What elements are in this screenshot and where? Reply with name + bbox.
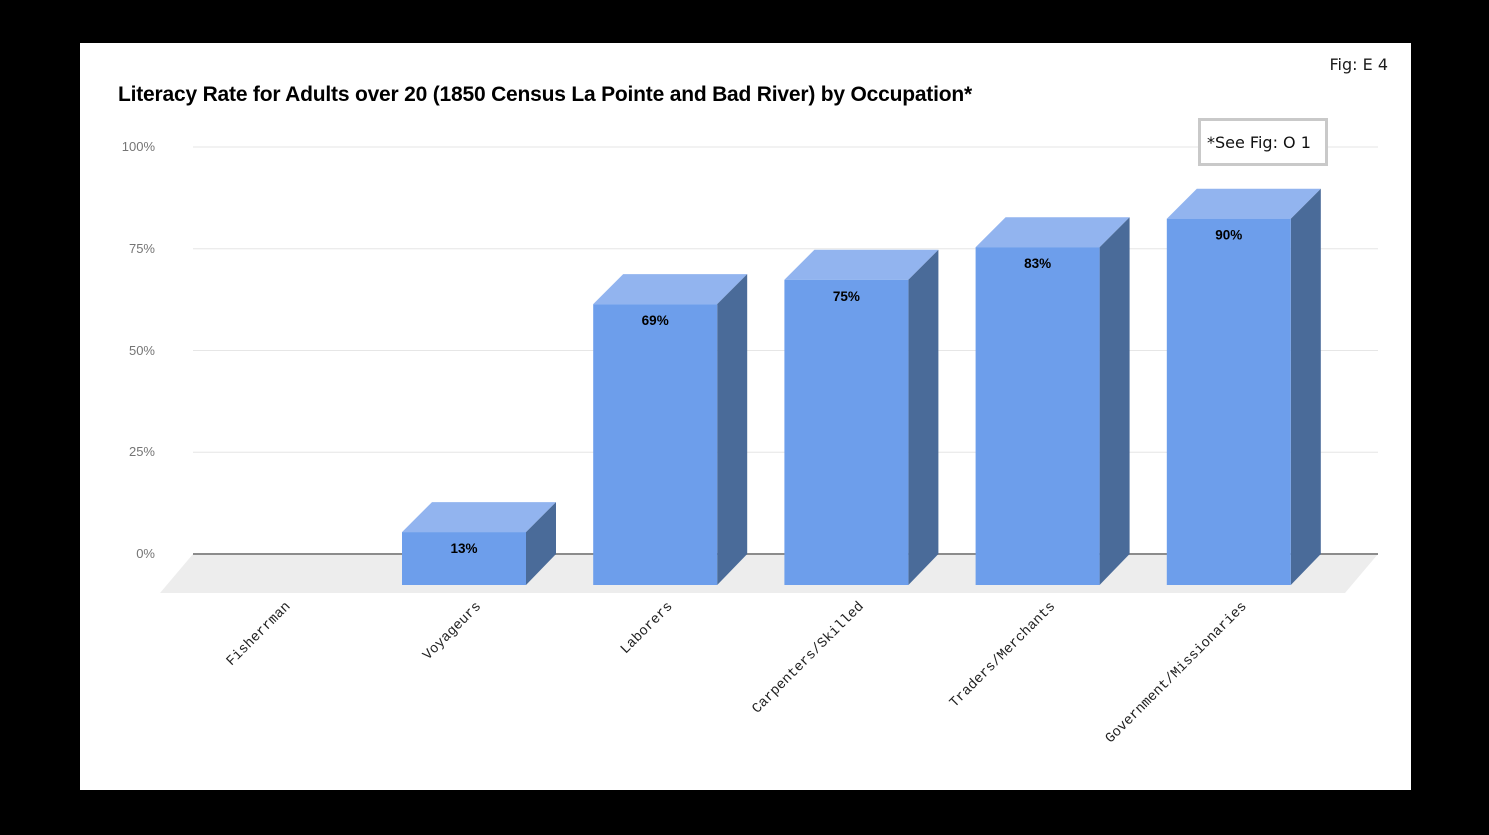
bar-value-label: 69% [642, 313, 669, 328]
bar-front-face [593, 304, 718, 585]
y-axis-tick-label: 100% [121, 139, 155, 154]
annotation-box: *See Fig: O 1 [1198, 118, 1328, 166]
figure-reference-label: Fig: E 4 [1329, 55, 1389, 74]
bar-government-missionaries[interactable]: 90% [1166, 188, 1321, 585]
gridline-75% [193, 248, 1378, 250]
bar-top-face [593, 274, 748, 305]
bar-front-face [1166, 218, 1291, 585]
bar-value-label: 13% [450, 541, 477, 556]
y-axis-tick-label: 0% [136, 546, 155, 561]
bar-front-face [975, 247, 1100, 585]
plot-area: 13% 69% 75% 83% 90% [160, 146, 1378, 593]
bar-side-face [1290, 188, 1321, 585]
bar-front-face [402, 532, 526, 585]
bar-value-label: 83% [1024, 256, 1051, 271]
annotation-text: *See Fig: O 1 [1207, 132, 1311, 152]
y-axis-tick-label: 50% [128, 342, 155, 358]
bar-side-face [717, 274, 748, 585]
bar-top-face [784, 249, 939, 280]
bar-top-face [1166, 188, 1321, 219]
chart-card: Fig: E 4 Literacy Rate for Adults over 2… [80, 43, 1411, 790]
bar-front-face [784, 279, 909, 585]
bar-carpenters-skilled[interactable]: 75% [784, 249, 939, 585]
bar-side-face [908, 249, 939, 585]
y-axis-tick-label: 75% [128, 240, 155, 256]
bar-top-face [402, 502, 556, 533]
bar-value-label: 90% [1215, 228, 1242, 243]
bar-laborers[interactable]: 69% [593, 274, 748, 585]
bar-side-face [1099, 217, 1130, 585]
gridline-100% [193, 146, 1378, 148]
bar-value-label: 75% [833, 289, 860, 304]
bar-side-face [526, 502, 556, 585]
bar-traders-merchants[interactable]: 83% [975, 217, 1130, 585]
chart-title: Literacy Rate for Adults over 20 (1850 C… [118, 83, 972, 106]
bar-voyageurs[interactable]: 13% [402, 502, 556, 585]
bar-top-face [975, 217, 1130, 248]
y-axis-tick-label: 25% [128, 444, 155, 460]
